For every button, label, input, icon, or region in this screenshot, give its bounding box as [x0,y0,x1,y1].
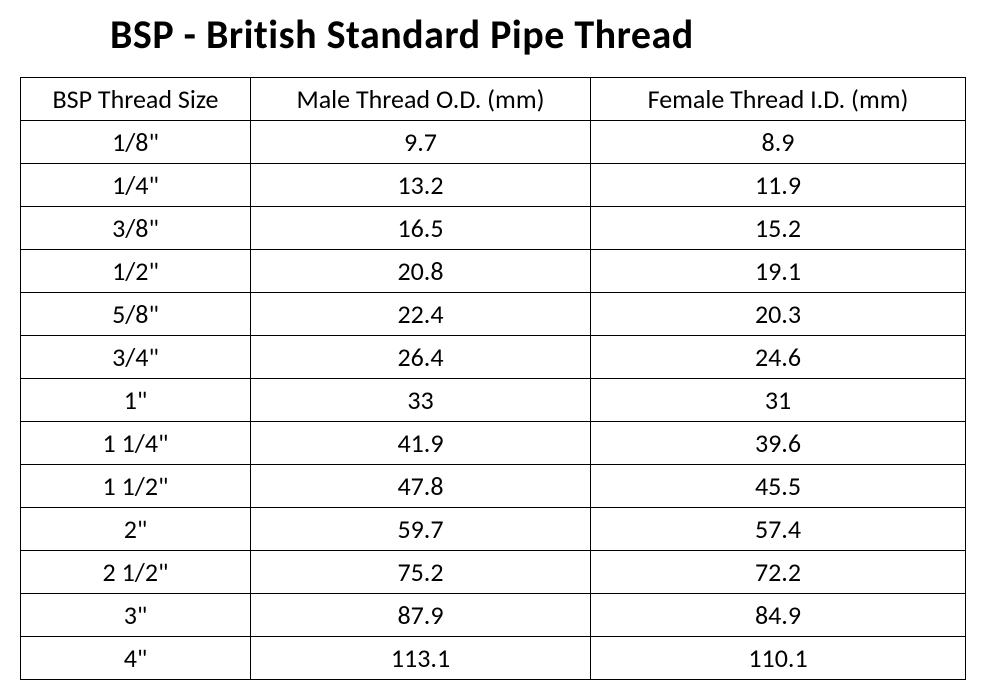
table-row: 3/4" 26.4 24.6 [21,336,966,379]
cell-male: 16.5 [251,207,591,250]
table-row: 2 1/2" 75.2 72.2 [21,551,966,594]
cell-female: 8.9 [591,121,966,164]
table-row: 1/2" 20.8 19.1 [21,250,966,293]
cell-male: 13.2 [251,164,591,207]
bsp-thread-table: BSP Thread Size Male Thread O.D. (mm) Fe… [20,77,966,680]
cell-size: 3/4" [21,336,251,379]
table-body: 1/8" 9.7 8.9 1/4" 13.2 11.9 3/8" 16.5 15… [21,121,966,680]
cell-female: 19.1 [591,250,966,293]
table-row: 1 1/2" 47.8 45.5 [21,465,966,508]
col-header-male: Male Thread O.D. (mm) [251,78,591,121]
cell-size: 1 1/2" [21,465,251,508]
table-header-row: BSP Thread Size Male Thread O.D. (mm) Fe… [21,78,966,121]
cell-female: 39.6 [591,422,966,465]
table-row: 5/8" 22.4 20.3 [21,293,966,336]
cell-female: 15.2 [591,207,966,250]
cell-male: 33 [251,379,591,422]
table-row: 1/4" 13.2 11.9 [21,164,966,207]
cell-size: 5/8" [21,293,251,336]
table-row: 4" 113.1 110.1 [21,637,966,680]
cell-male: 59.7 [251,508,591,551]
page-title: BSP - British Standard Pipe Thread [110,10,964,59]
cell-female: 45.5 [591,465,966,508]
table-row: 3" 87.9 84.9 [21,594,966,637]
table-row: 3/8" 16.5 15.2 [21,207,966,250]
cell-male: 20.8 [251,250,591,293]
cell-female: 20.3 [591,293,966,336]
cell-female: 57.4 [591,508,966,551]
cell-male: 41.9 [251,422,591,465]
cell-size: 4" [21,637,251,680]
cell-female: 72.2 [591,551,966,594]
table-row: 1" 33 31 [21,379,966,422]
page-container: BSP - British Standard Pipe Thread BSP T… [0,0,984,700]
table-row: 1 1/4" 41.9 39.6 [21,422,966,465]
table-row: 1/8" 9.7 8.9 [21,121,966,164]
cell-male: 87.9 [251,594,591,637]
table-row: 2" 59.7 57.4 [21,508,966,551]
cell-female: 84.9 [591,594,966,637]
cell-male: 22.4 [251,293,591,336]
cell-male: 26.4 [251,336,591,379]
cell-male: 47.8 [251,465,591,508]
col-header-size: BSP Thread Size [21,78,251,121]
cell-size: 1" [21,379,251,422]
cell-size: 1/4" [21,164,251,207]
cell-female: 11.9 [591,164,966,207]
table-header: BSP Thread Size Male Thread O.D. (mm) Fe… [21,78,966,121]
cell-size: 3/8" [21,207,251,250]
cell-female: 110.1 [591,637,966,680]
cell-size: 2 1/2" [21,551,251,594]
cell-size: 3" [21,594,251,637]
cell-male: 9.7 [251,121,591,164]
col-header-female: Female Thread I.D. (mm) [591,78,966,121]
cell-size: 1/2" [21,250,251,293]
cell-male: 113.1 [251,637,591,680]
cell-size: 2" [21,508,251,551]
cell-female: 31 [591,379,966,422]
cell-male: 75.2 [251,551,591,594]
cell-female: 24.6 [591,336,966,379]
cell-size: 1 1/4" [21,422,251,465]
cell-size: 1/8" [21,121,251,164]
